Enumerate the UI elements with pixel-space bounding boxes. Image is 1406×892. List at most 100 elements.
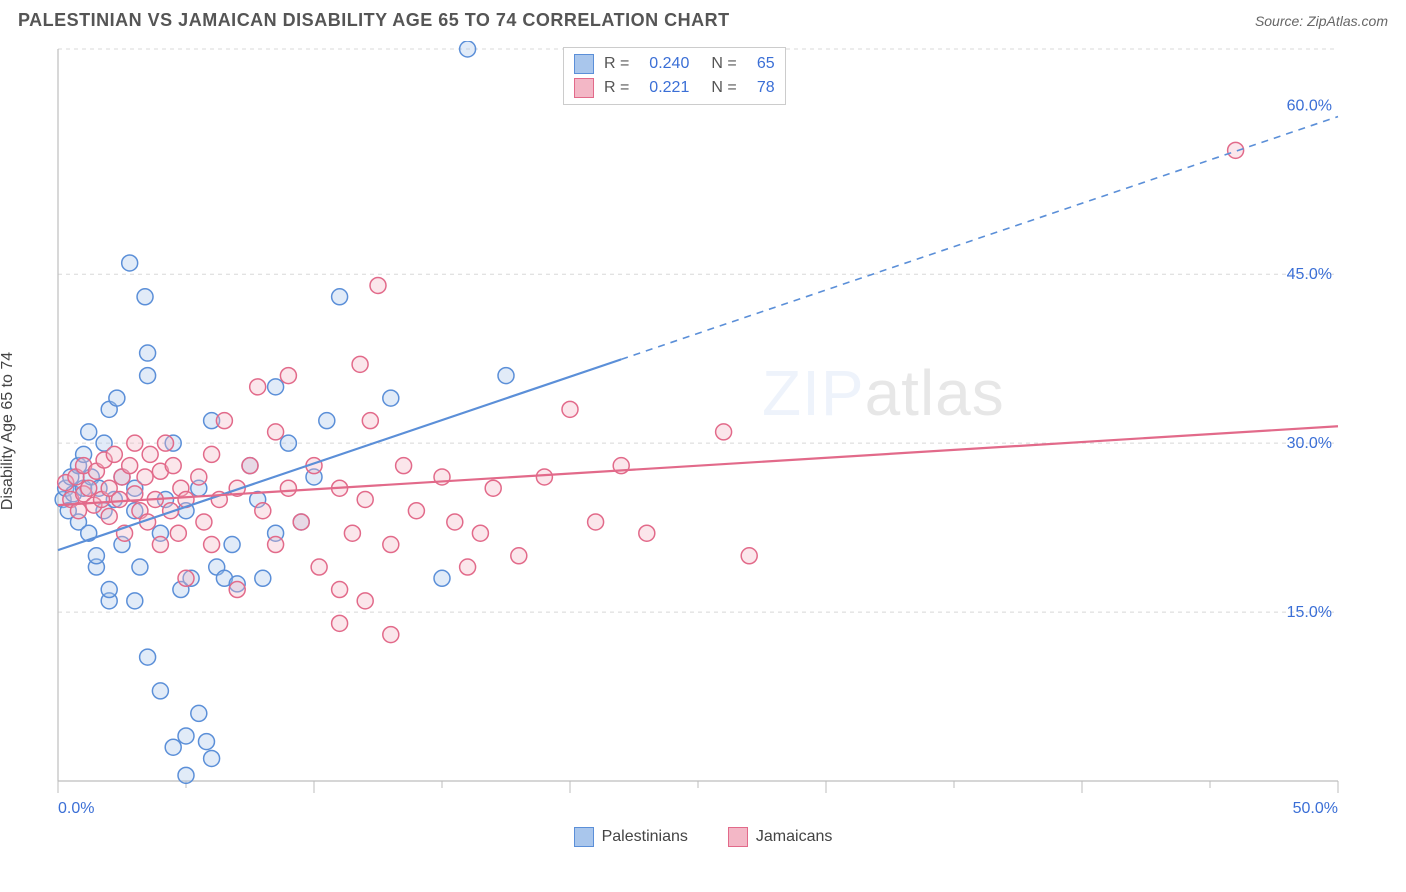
data-point	[332, 615, 348, 631]
data-point	[204, 750, 220, 766]
n-label: N =	[711, 55, 736, 73]
r-value: 0.240	[639, 55, 689, 73]
data-point	[408, 503, 424, 519]
data-point	[250, 379, 266, 395]
legend-bottom: Palestinians Jamaicans	[0, 827, 1406, 847]
data-point	[536, 469, 552, 485]
scatter-chart: 0.0% 50.0% 15.0% 30.0% 45.0% 60.0%	[18, 41, 1348, 821]
data-point	[280, 368, 296, 384]
data-point	[485, 480, 501, 496]
data-point	[122, 458, 138, 474]
data-point	[383, 627, 399, 643]
data-point	[280, 480, 296, 496]
legend-swatch	[728, 827, 748, 847]
chart-area: Disability Age 65 to 74 0.0%50.0%15.0%30…	[18, 41, 1388, 821]
data-point	[81, 480, 97, 496]
data-point	[178, 570, 194, 586]
data-point	[357, 593, 373, 609]
data-point	[716, 424, 732, 440]
data-point	[562, 401, 578, 417]
data-point	[362, 413, 378, 429]
data-point	[370, 277, 386, 293]
data-point	[137, 469, 153, 485]
r-label: R =	[604, 55, 629, 73]
y-tick-label: 15.0%	[1287, 604, 1332, 621]
data-point	[268, 379, 284, 395]
y-tick-label: 60.0%	[1287, 97, 1332, 114]
data-point	[1228, 142, 1244, 158]
r-value: 0.221	[639, 79, 689, 97]
data-point	[588, 514, 604, 530]
legend-label: Jamaicans	[756, 828, 832, 846]
data-point	[268, 537, 284, 553]
data-point	[639, 525, 655, 541]
data-point	[357, 491, 373, 507]
data-point	[383, 390, 399, 406]
data-point	[293, 514, 309, 530]
data-point	[229, 582, 245, 598]
data-point	[242, 458, 258, 474]
data-point	[191, 469, 207, 485]
legend-item: Jamaicans	[728, 827, 832, 847]
n-value: 78	[747, 79, 775, 97]
data-point	[170, 525, 186, 541]
source-label: Source: ZipAtlas.com	[1255, 13, 1388, 29]
data-point	[204, 537, 220, 553]
data-point	[111, 491, 127, 507]
data-point	[498, 368, 514, 384]
data-point	[472, 525, 488, 541]
x-tick-label: 0.0%	[58, 800, 94, 817]
data-point	[280, 435, 296, 451]
data-point	[255, 570, 271, 586]
data-point	[178, 728, 194, 744]
data-point	[132, 559, 148, 575]
legend-swatch	[574, 78, 594, 98]
y-tick-label: 45.0%	[1287, 266, 1332, 283]
data-point	[396, 458, 412, 474]
data-point	[81, 424, 97, 440]
data-point	[158, 435, 174, 451]
y-tick-label: 30.0%	[1287, 435, 1332, 452]
data-point	[122, 255, 138, 271]
data-point	[198, 734, 214, 750]
data-point	[383, 537, 399, 553]
data-point	[741, 548, 757, 564]
correlation-row: R =0.221N =78	[574, 76, 775, 100]
data-point	[101, 582, 117, 598]
data-point	[332, 289, 348, 305]
data-point	[137, 289, 153, 305]
legend-label: Palestinians	[602, 828, 688, 846]
data-point	[204, 446, 220, 462]
r-label: R =	[604, 79, 629, 97]
data-point	[196, 514, 212, 530]
data-point	[311, 559, 327, 575]
data-point	[352, 356, 368, 372]
n-value: 65	[747, 55, 775, 73]
data-point	[140, 649, 156, 665]
data-point	[216, 413, 232, 429]
data-point	[511, 548, 527, 564]
data-point	[447, 514, 463, 530]
data-point	[127, 593, 143, 609]
x-tick-label: 50.0%	[1293, 800, 1338, 817]
data-point	[101, 508, 117, 524]
data-point	[460, 559, 476, 575]
data-point	[319, 413, 335, 429]
legend-item: Palestinians	[574, 827, 688, 847]
data-point	[165, 739, 181, 755]
correlation-row: R = 0.240 N = 65	[574, 52, 775, 76]
data-point	[152, 683, 168, 699]
data-point	[152, 537, 168, 553]
data-point	[460, 41, 476, 57]
trend-line-dashed	[621, 117, 1338, 360]
data-point	[140, 345, 156, 361]
data-point	[88, 548, 104, 564]
data-point	[332, 582, 348, 598]
y-axis-label: Disability Age 65 to 74	[0, 352, 17, 510]
data-point	[224, 537, 240, 553]
legend-swatch	[574, 54, 594, 74]
data-point	[268, 424, 284, 440]
data-point	[191, 705, 207, 721]
data-point	[344, 525, 360, 541]
data-point	[127, 435, 143, 451]
